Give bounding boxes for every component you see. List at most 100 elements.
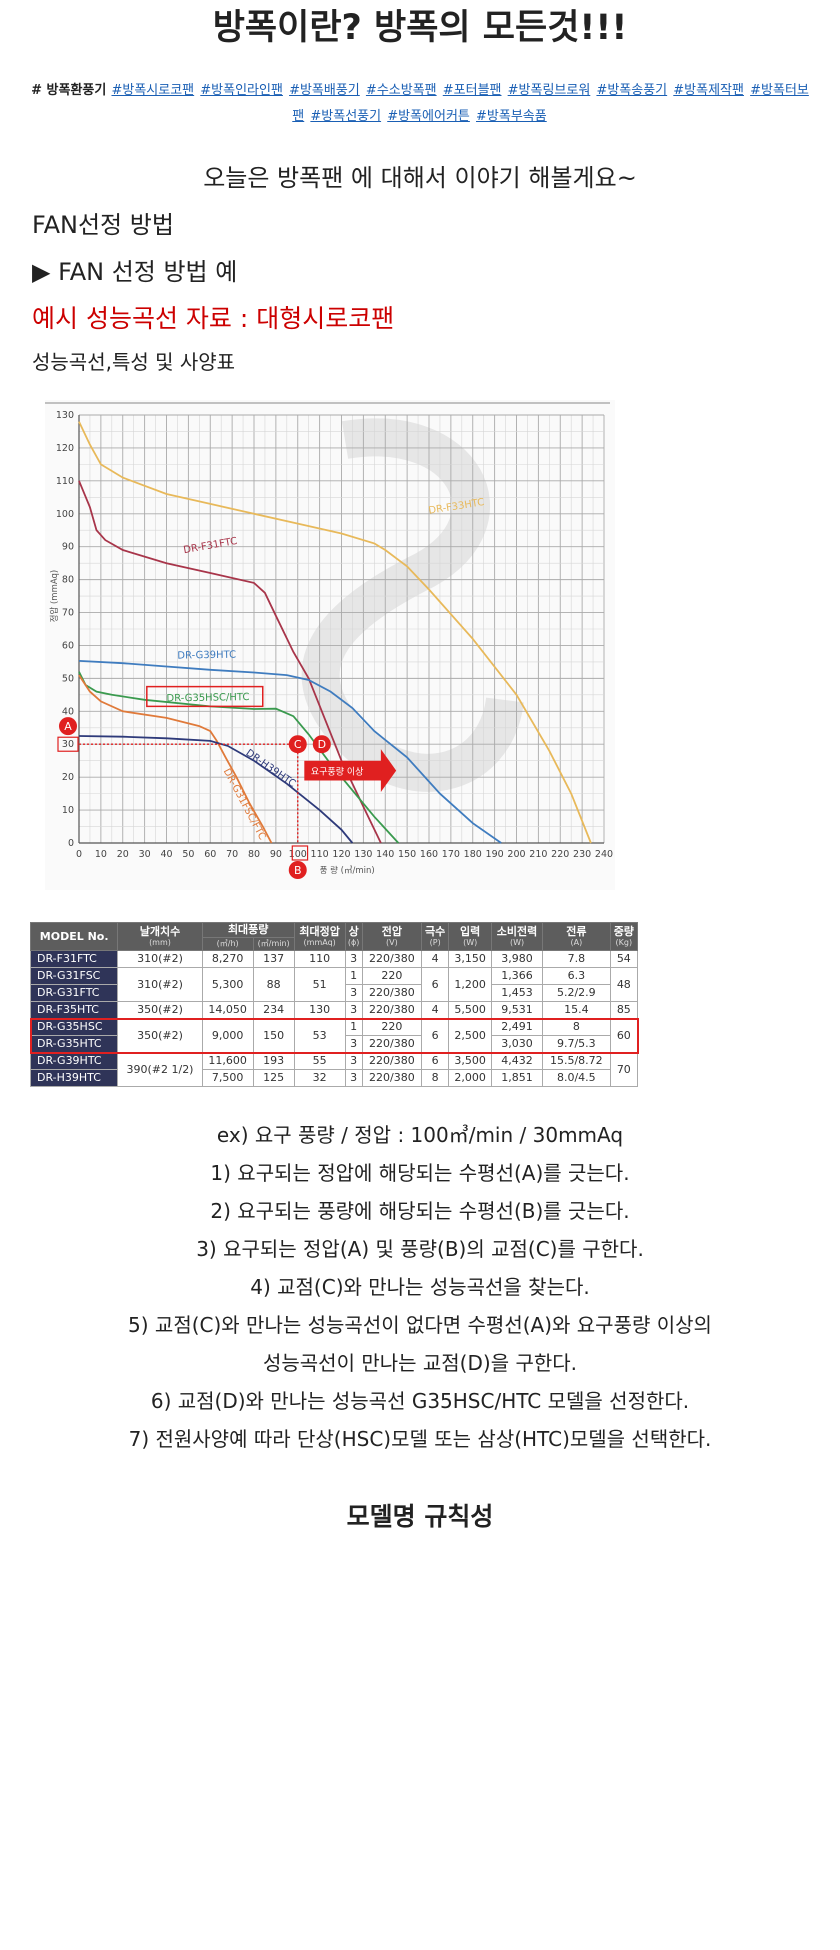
x-tick-label: 200 xyxy=(507,849,525,860)
y-tick-label: 130 xyxy=(56,410,74,421)
example-heading: 예시 성능곡선 자료 : 대형시로코팬 xyxy=(32,304,395,333)
table-cell: 11,600 xyxy=(201,1052,254,1070)
curve-dr-g31fsc-ftc xyxy=(78,674,273,844)
table-cell: 3,980 xyxy=(491,950,544,968)
x-tick-label: 0 xyxy=(76,849,82,860)
tag-link[interactable]: #방폭터보팬 xyxy=(292,83,809,124)
table-row: DR-G35HSC 350(#2) 9,000 150 53 1 220 6 2,500 2,49… xyxy=(29,1018,639,1053)
model-cell: DR-F35HTC xyxy=(29,1001,119,1019)
table-cell: 220/380 xyxy=(361,1069,423,1087)
tag-link[interactable]: #수소방폭팬 xyxy=(365,83,437,98)
table-cell: 9.7/5.3 xyxy=(542,1035,611,1053)
table-cell: 3 xyxy=(344,1069,363,1087)
table-cell: 350(#2) xyxy=(117,1001,203,1019)
table-cell: 48 xyxy=(609,967,639,1002)
th-maxpressure: 최대정압 (mmAq) xyxy=(293,922,346,951)
table-cell: 7.8 xyxy=(542,950,611,968)
table-cell: 54 xyxy=(609,950,639,968)
tag-link[interactable]: #방폭배풍기 xyxy=(289,83,360,98)
table-row: DR-G35HTC 3 220/380 3,030 9.7/5.3 xyxy=(29,1035,638,1053)
table-cell: 6 xyxy=(421,1052,450,1070)
y-tick-label: 40 xyxy=(62,706,74,717)
x-tick-label: 240 xyxy=(595,849,613,860)
table-cell: 60 xyxy=(609,1018,639,1053)
x-tick-label: 30 xyxy=(139,849,151,860)
x-tick-label: 20 xyxy=(117,849,129,860)
table-cell: 350(#2) xyxy=(117,1018,203,1053)
th-voltage: 전압 (V) xyxy=(361,922,423,951)
y-tick-label: 30 xyxy=(62,739,74,750)
x-tick-label: 170 xyxy=(442,849,460,860)
tag-link[interactable]: #방폭링브로워 xyxy=(507,83,591,98)
step-line: 7) 전원사양예 따라 단상(HSC)모델 또는 삼상(HTC)모델을 선택한다… xyxy=(128,1427,712,1451)
table-cell: 6.3 xyxy=(542,967,611,985)
pressure-30-box xyxy=(57,736,79,752)
table-cell: 70 xyxy=(609,1052,639,1087)
x-tick-label: 190 xyxy=(486,849,504,860)
table-cell: 3,500 xyxy=(448,1052,493,1070)
th-phase: 상 (ϕ) xyxy=(344,922,363,951)
table-cell: 220/380 xyxy=(361,1035,423,1053)
table-cell: 310(#2) xyxy=(117,950,203,968)
x-tick-label: 230 xyxy=(573,849,591,860)
model-cell: DR-H39HTC xyxy=(29,1069,119,1087)
x-tick-label: 60 xyxy=(204,849,216,860)
model-cell: DR-G31FSC xyxy=(29,967,119,985)
table-cell: 6 xyxy=(421,1018,450,1053)
tag-link[interactable]: #방폭인라인팬 xyxy=(200,83,283,98)
table-cell: 9,531 xyxy=(491,1001,544,1019)
th-power: 소비전력 (W) xyxy=(491,922,544,951)
table-cell: 220 xyxy=(361,1018,423,1036)
x-tick-label: 90 xyxy=(270,849,282,860)
step-line: 2) 요구되는 풍량에 해당되는 수평선(B)를 긋는다. xyxy=(210,1199,630,1223)
performance-curve-chart: 0 10 20 30 40 50 60 70 80 90 100 110 120 130 140 150 160… xyxy=(45,400,615,890)
table-cell: 3 xyxy=(344,1035,363,1053)
th-maxflow: 최대풍량 xyxy=(201,922,295,938)
tag-link[interactable]: #포터블팬 xyxy=(442,83,502,98)
x-tick-label: 180 xyxy=(464,849,482,860)
th-current: 전류 (A) xyxy=(542,922,611,951)
table-cell: 51 xyxy=(293,967,346,1002)
step-line: ex) 요구 풍량 / 정압 : 100㎥/min / 30mmAq xyxy=(216,1123,624,1147)
step-line: 3) 요구되는 정압(A) 및 풍량(B)의 교점(C)를 구한다. xyxy=(196,1237,644,1261)
table-cell: 110 xyxy=(293,950,346,968)
table-cell: 8,270 xyxy=(201,950,254,968)
table-cell: 53 xyxy=(293,1018,346,1053)
highlighted-rows: DR-G35HSC 350(#2) 9,000 150 53 1 220 6 2,500 2,49… xyxy=(29,1017,639,1054)
curve-dr-g39htc xyxy=(78,660,502,844)
tag-link[interactable]: #방폭에어커튼 xyxy=(387,109,470,124)
y-tick-label: 110 xyxy=(56,476,74,487)
y-tick-label: 20 xyxy=(62,772,74,783)
th-poles: 극수 (P) xyxy=(421,922,450,951)
table-cell: 4 xyxy=(421,1001,450,1019)
tag-link[interactable]: #방폭시로코팬 xyxy=(111,83,195,98)
tag-link[interactable]: #방폭선풍기 xyxy=(310,109,382,124)
table-cell: 2,491 xyxy=(491,1018,544,1036)
table-cell: 5.2/2.9 xyxy=(542,984,611,1002)
table-cell: 4 xyxy=(421,950,450,968)
th-flow-h: (㎥/h) xyxy=(201,937,254,951)
table-cell: 6 xyxy=(421,967,450,1002)
marker-b-circle xyxy=(288,861,307,879)
section-heading-fan-selection: FAN선정 방법 xyxy=(32,211,174,239)
x-axis-label: 풍 량 (㎥/min) xyxy=(320,865,375,876)
x-tick-label: 150 xyxy=(398,849,416,860)
y-tick-label: 70 xyxy=(62,608,74,619)
table-cell: 88 xyxy=(252,967,295,1002)
table-row: DR-F35HTC 350(#2) 14,050 234 130 3 220/380 4 5,5… xyxy=(29,1001,639,1019)
x-tick-label: 220 xyxy=(551,849,569,860)
tag-link[interactable]: #방폭송풍기 xyxy=(596,83,668,98)
table-cell: 125 xyxy=(252,1069,295,1087)
x-tick-label: 210 xyxy=(529,849,547,860)
tag-link[interactable]: #방폭부속품 xyxy=(476,109,547,124)
table-cell: 1 xyxy=(344,1018,363,1036)
post-title: 방폭이란? 방폭의 모든것!!! xyxy=(212,8,628,48)
th-weight: 중량 (Kg) xyxy=(609,922,639,951)
curve-dr-h39htc xyxy=(78,735,354,844)
highlight-box-g35 xyxy=(146,685,264,708)
tag-link[interactable]: #방폭제작팬 xyxy=(673,83,744,98)
table-cell: 390(#2 1/2) xyxy=(117,1052,203,1087)
x-tick-label: 100 xyxy=(289,849,307,860)
table-cell: 137 xyxy=(252,950,295,968)
table-row: DR-G39HTC 390(#2 1/2) 11,600 193 55 3 220/380 6… xyxy=(29,1052,639,1087)
